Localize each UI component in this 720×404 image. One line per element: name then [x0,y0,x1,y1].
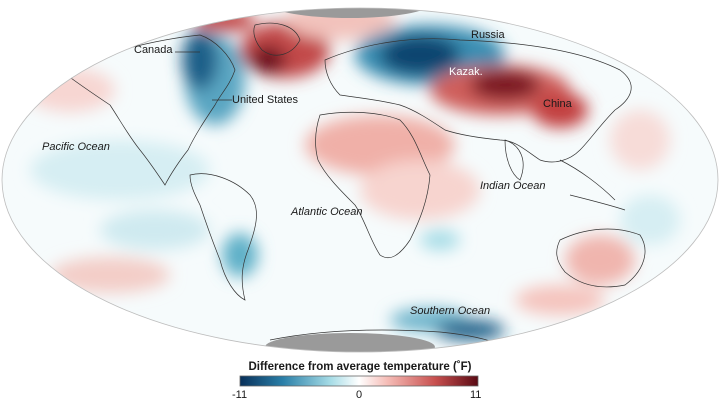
label-united-states: United States [232,94,299,106]
legend-mid-label: 0 [356,389,363,401]
label-indian-ocean: Indian Ocean [480,180,546,192]
label-atlantic-ocean: Atlantic Ocean [291,206,363,218]
coastlines [59,22,646,346]
legend-colorbar [239,375,479,387]
legend-max-label: 11 [470,389,482,401]
label-canada: Canada [134,44,173,56]
label-southern-ocean: Southern Ocean [410,305,491,317]
label-china: China [543,98,572,110]
legend-title: Difference from average temperature (˚F) [248,361,472,373]
legend-min-label: -11 [232,389,248,401]
label-russia: Russia [471,29,505,41]
globe-outline [1,7,719,353]
label-pacific-ocean: Pacific Ocean [42,141,110,153]
label-kazakhstan: Kazak. [449,66,483,78]
